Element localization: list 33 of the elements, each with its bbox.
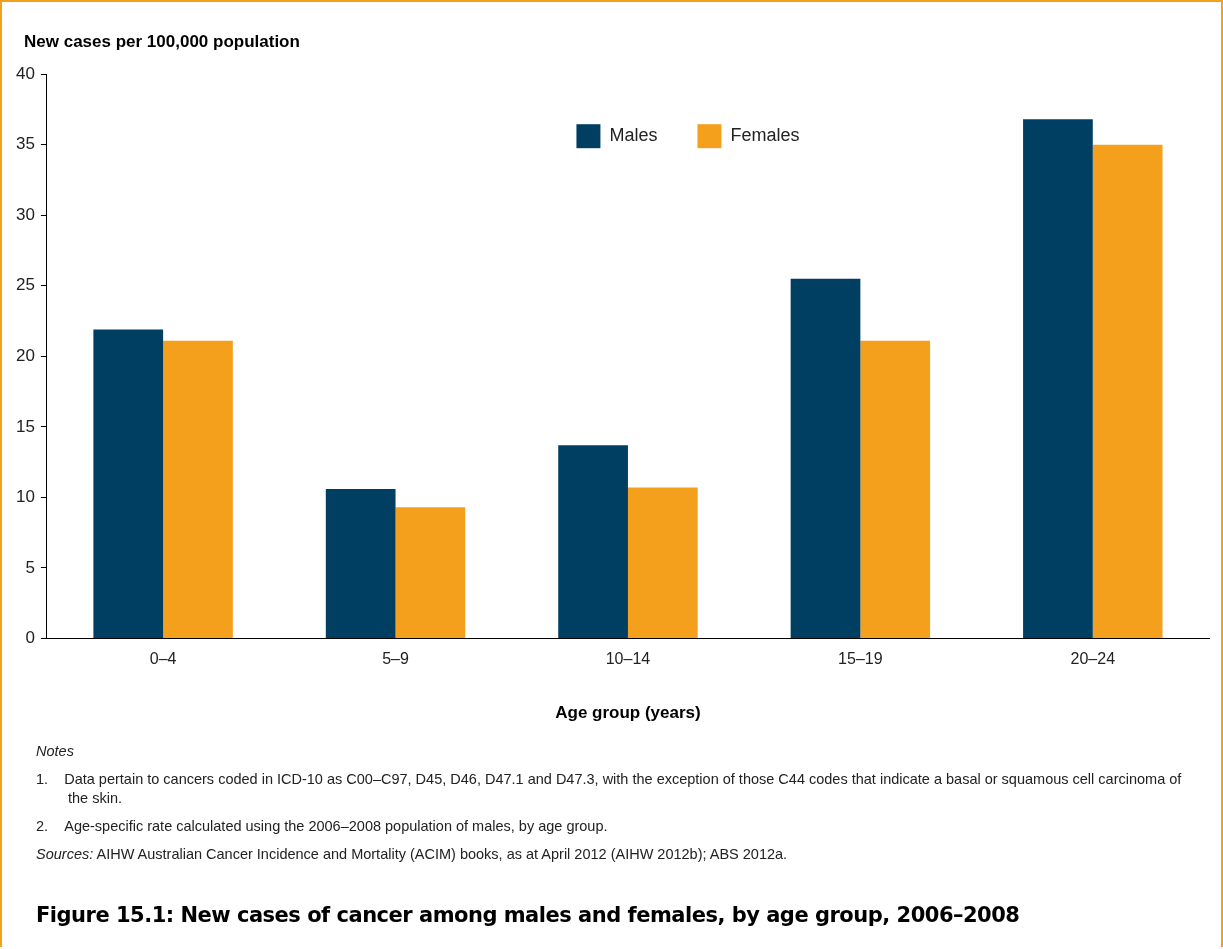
bar xyxy=(325,488,396,638)
bar xyxy=(93,329,164,638)
bar xyxy=(558,445,628,638)
bar xyxy=(395,507,466,638)
y-tick-label: 25 xyxy=(15,275,35,295)
x-tick-label: 15–19 xyxy=(838,650,883,668)
x-tick-label: 10–14 xyxy=(605,650,651,668)
source-note: Sources: AIHW Australian Cancer Incidence and Mortality (ACIM) books, as at April 2012 (AIHW 2012b); ABS 2012a. xyxy=(36,845,789,864)
bar xyxy=(860,340,931,638)
bar xyxy=(1023,119,1093,638)
bar xyxy=(163,340,233,638)
legend-label: Females xyxy=(730,125,800,146)
y-tick-label: 20 xyxy=(15,345,35,365)
text: Notes xyxy=(36,742,75,761)
x-tick-label: 5–9 xyxy=(382,650,409,668)
x-tick-label: 0–4 xyxy=(149,650,177,668)
y-tick-label: 10 xyxy=(15,487,35,507)
text: Figure 15.1: New cases of cancer among males and females, by age group, 2006–2008 xyxy=(36,903,1020,927)
text: 2. Age-specific rate calculated using the 2006–2008 population of males, by age group. xyxy=(36,817,609,836)
x-tick-label: 20–24 xyxy=(1070,650,1116,668)
y-tick-label: 40 xyxy=(15,63,35,83)
y-tick-label: 35 xyxy=(15,134,35,154)
y-axis-title: New cases per 100,000 population xyxy=(24,32,300,52)
bar xyxy=(1092,144,1163,638)
y-tick-label: 0 xyxy=(25,628,35,648)
x-axis-title: Age group (years) xyxy=(555,703,701,723)
bar xyxy=(627,487,698,638)
y-tick-label: 30 xyxy=(15,204,35,224)
text: 1. Data pertain to cancers coded in ICD-10 as C00–C97, D45, D46, D47.1 and D47.3, with the exception of those C44 codes that indicate a basal or squamous cell carcinoma of the skin. xyxy=(36,770,1183,808)
y-tick-label: 5 xyxy=(25,557,35,577)
legend-label: Males xyxy=(609,125,658,146)
bar xyxy=(790,278,861,638)
y-tick-label: 15 xyxy=(15,416,35,436)
